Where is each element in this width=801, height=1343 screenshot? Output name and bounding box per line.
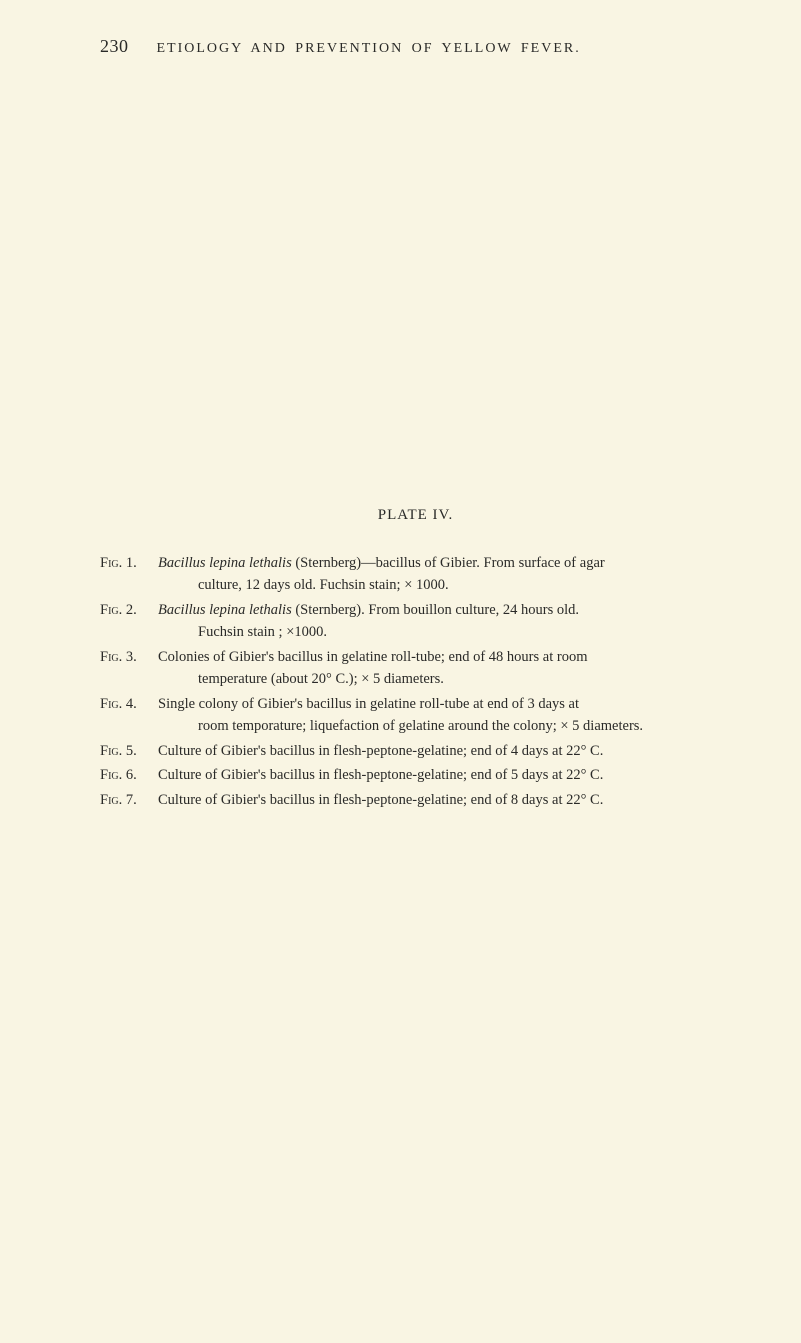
figure-desc-pre: Single colony of Gibier's bacillus in ge…	[158, 696, 579, 712]
figure-label-num: 4.	[126, 696, 137, 712]
figure-desc-cont: culture, 12 days old. Fuchsin stain; × 1…	[158, 574, 731, 596]
figure-desc-pre: Colonies of Gibier's bacillus in gelatin…	[158, 649, 587, 665]
figure-list: Fig. 1. Bacillus lepina lethalis (Sternb…	[100, 552, 731, 811]
figure-desc-pre: Culture of Gibier's bacillus in flesh-pe…	[158, 743, 603, 759]
figure-label-num: 6.	[126, 767, 137, 783]
figure-item: Fig. 4. Single colony of Gibier's bacill…	[100, 693, 731, 738]
figure-label: Fig. 4.	[100, 693, 158, 738]
figure-item: Fig. 1. Bacillus lepina lethalis (Sternb…	[100, 552, 731, 597]
figure-desc-cont: room temporature; liquefaction of gelati…	[158, 715, 731, 737]
figure-description: Culture of Gibier's bacillus in flesh-pe…	[158, 740, 731, 762]
figure-description: Culture of Gibier's bacillus in flesh-pe…	[158, 789, 731, 811]
figure-label-num: 3.	[126, 649, 137, 665]
figure-item: Fig. 7. Culture of Gibier's bacillus in …	[100, 789, 731, 811]
figure-desc-cont: temperature (about 20° C.); × 5 diameter…	[158, 668, 731, 690]
figure-description: Bacillus lepina lethalis (Sternberg)—bac…	[158, 552, 731, 597]
figure-item: Fig. 3. Colonies of Gibier's bacillus in…	[100, 646, 731, 691]
figure-desc-post: (Sternberg)—bacillus of Gibier. From sur…	[292, 555, 605, 571]
figure-item: Fig. 5. Culture of Gibier's bacillus in …	[100, 740, 731, 762]
running-head: 230 ETIOLOGY AND PREVENTION OF YELLOW FE…	[100, 36, 731, 57]
figure-label: Fig. 6.	[100, 764, 158, 786]
figure-description: Bacillus lepina lethalis (Sternberg). Fr…	[158, 599, 731, 644]
figure-desc-ital: Bacillus lepina lethalis	[158, 555, 292, 571]
figure-label: Fig. 7.	[100, 789, 158, 811]
figure-label-sc: Fig.	[100, 555, 122, 571]
page: 230 ETIOLOGY AND PREVENTION OF YELLOW FE…	[0, 0, 801, 1343]
running-head-title: ETIOLOGY AND PREVENTION OF YELLOW FEVER.	[157, 41, 581, 57]
figure-label: Fig. 2.	[100, 599, 158, 644]
figure-label-sc: Fig.	[100, 602, 122, 618]
figure-label-sc: Fig.	[100, 649, 122, 665]
figure-label-sc: Fig.	[100, 792, 122, 808]
page-number: 230	[100, 36, 129, 57]
figure-label-num: 7.	[126, 792, 137, 808]
figure-label: Fig. 1.	[100, 552, 158, 597]
figure-label-sc: Fig.	[100, 767, 122, 783]
figure-label-num: 1.	[126, 555, 137, 571]
figure-item: Fig. 2. Bacillus lepina lethalis (Sternb…	[100, 599, 731, 644]
figure-desc-cont: Fuchsin stain ; ×1000.	[158, 621, 731, 643]
plate-title: PLATE IV.	[100, 507, 731, 524]
figure-description: Single colony of Gibier's bacillus in ge…	[158, 693, 731, 738]
figure-label: Fig. 3.	[100, 646, 158, 691]
figure-label-sc: Fig.	[100, 743, 122, 759]
figure-description: Culture of Gibier's bacillus in flesh-pe…	[158, 764, 731, 786]
figure-label: Fig. 5.	[100, 740, 158, 762]
figure-label-num: 5.	[126, 743, 137, 759]
figure-description: Colonies of Gibier's bacillus in gelatin…	[158, 646, 731, 691]
figure-desc-ital: Bacillus lepina lethalis	[158, 602, 292, 618]
figure-label-num: 2.	[126, 602, 137, 618]
figure-desc-pre: Culture of Gibier's bacillus in flesh-pe…	[158, 792, 603, 808]
figure-desc-post: (Sternberg). From bouillon culture, 24 h…	[292, 602, 579, 618]
figure-item: Fig. 6. Culture of Gibier's bacillus in …	[100, 764, 731, 786]
figure-desc-pre: Culture of Gibier's bacillus in flesh-pe…	[158, 767, 603, 783]
figure-label-sc: Fig.	[100, 696, 122, 712]
